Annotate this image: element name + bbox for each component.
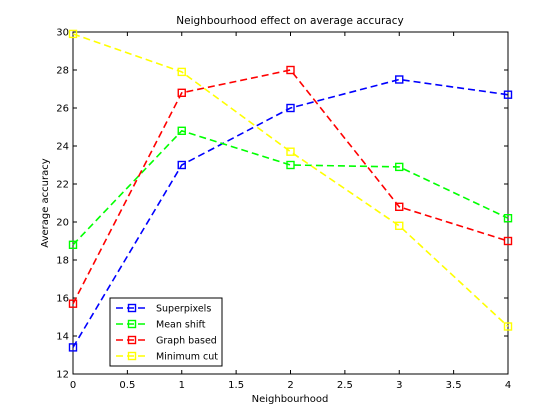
x-tick-label: 3 [396,380,402,391]
y-axis-label: Average accuracy [40,158,51,247]
data-point-superpixels [395,75,404,84]
legend-label-superpixels: Superpixels [156,304,211,315]
legend-label-mean-shift: Mean shift [156,320,206,331]
x-tick-label: 1.5 [228,380,244,391]
data-point-superpixels [286,103,295,113]
y-tick-label: 12 [56,370,69,381]
y-tick-label: 20 [56,218,69,229]
legend-marker-superpixels [127,303,137,313]
x-tick-label: 4 [505,380,511,391]
data-point-minimum-cut [503,322,513,331]
data-point-graph-based [503,236,513,246]
data-point-graph-based [395,202,404,212]
y-tick-label: 18 [56,256,69,267]
x-tick-label: 0 [70,380,76,391]
legend-marker-graph-based [127,335,137,345]
y-tick-label: 14 [56,332,69,343]
x-tick-label: 0.5 [119,380,135,391]
chart-title: Neighbourhood effect on average accuracy [176,15,403,27]
data-point-minimum-cut [395,221,404,231]
y-tick-label: 30 [56,28,69,39]
y-tick-label: 28 [56,66,69,77]
data-point-graph-based [177,88,186,98]
x-tick-label: 2 [287,380,293,391]
x-tick-label: 2.5 [337,380,353,391]
data-point-graph-based [68,299,78,308]
data-point-mean-shift [68,240,78,250]
axis-ticks: 0 0.5 1 1.5 2 2.5 3 3.5 4 12 14 16 18 20 22 24 26 28 30 [56,28,511,392]
data-point-mean-shift [286,160,295,170]
data-point-minimum-cut [177,67,186,77]
legend-label-graph-based: Graph based [156,336,217,347]
legend: Superpixels Mean shift Graph based Minimum … [109,297,223,367]
x-tick-label: 1 [179,380,185,391]
data-point-mean-shift [503,213,513,223]
y-tick-label: 16 [56,294,69,305]
y-tick-label: 22 [56,180,69,191]
legend-label-minimum-cut: Minimum cut [156,352,218,363]
x-axis-label: Neighbourhood [252,394,329,405]
series-group [68,29,513,352]
data-point-superpixels [177,160,186,170]
data-point-minimum-cut [68,29,78,39]
legend-marker-minimum-cut [127,351,137,361]
y-tick-label: 26 [56,104,69,115]
series-line-graph-based [72,69,509,305]
data-point-superpixels [503,90,513,99]
x-tick-label: 3.5 [446,380,462,391]
data-point-mean-shift [395,162,404,172]
series-line-mean-shift [72,129,509,246]
series-line-superpixels [72,78,509,348]
y-tick-label: 24 [56,142,69,153]
data-point-minimum-cut [286,147,295,156]
data-point-graph-based [286,65,295,75]
series-line-minimum-cut [72,33,509,328]
legend-marker-mean-shift [127,319,137,329]
data-point-mean-shift [177,126,186,136]
data-point-superpixels [68,343,78,352]
